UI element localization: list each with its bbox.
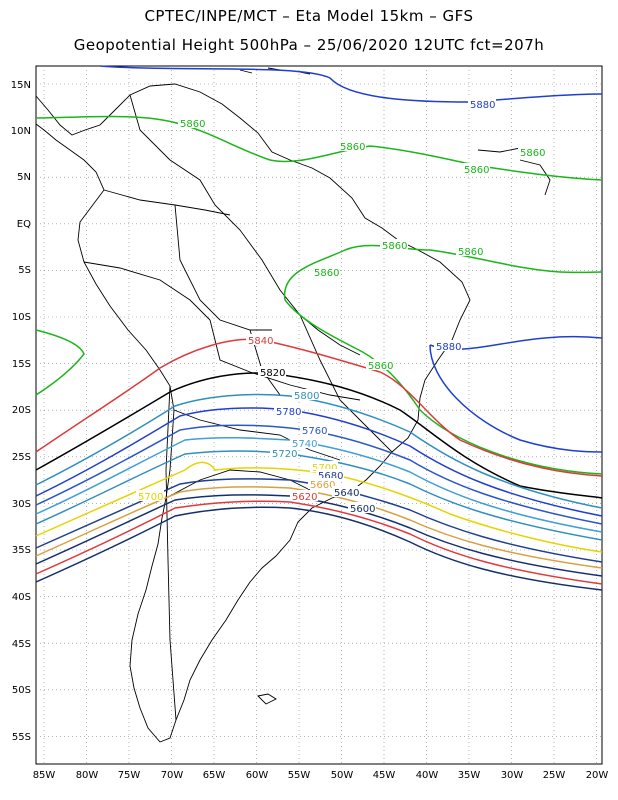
- contour-label-5640: 5640: [334, 488, 359, 499]
- contour-5820: [35, 372, 603, 499]
- contour-5680: [35, 478, 603, 563]
- map-title-line2: Geopotential Height 500hPa – 25/06/2020 …: [73, 36, 545, 54]
- contour-5860-east: [284, 244, 603, 301]
- contour-label-5800: 5800: [294, 391, 319, 402]
- south-america-coast: [35, 83, 471, 743]
- lat-label: 35S: [12, 545, 31, 556]
- contour-label-5820: 5820: [260, 368, 285, 379]
- contour-label-5860: 5860: [382, 241, 407, 252]
- contour-label-5620: 5620: [292, 492, 317, 503]
- contour-5600: [35, 506, 603, 591]
- contour-label-5740: 5740: [292, 439, 317, 450]
- lat-label: 10S: [12, 312, 31, 323]
- lon-label: 50W: [331, 770, 354, 781]
- contour-label-5860: 5860: [464, 165, 489, 176]
- contour-value-labels: 5880 5860 5860 5860 5860 5860 5860 5860 …: [136, 98, 546, 515]
- contour-label-5860: 5860: [340, 142, 365, 153]
- lon-label: 45W: [373, 770, 396, 781]
- lat-label: 5S: [18, 265, 31, 276]
- lat-label: 50S: [12, 685, 31, 696]
- lon-label: 25W: [543, 770, 566, 781]
- contour-label-5700: 5700: [312, 463, 337, 474]
- lat-label: 5N: [17, 172, 31, 183]
- lat-label: 55S: [12, 732, 31, 743]
- contour-label-5860: 5860: [180, 119, 205, 130]
- longitude-labels: 85W 80W 75W 70W 65W 60W 55W 50W 45W 40W …: [33, 770, 609, 781]
- contour-5860-north: [35, 115, 603, 181]
- contour-label-5860: 5860: [458, 247, 483, 258]
- lon-label: 30W: [501, 770, 524, 781]
- lat-label: 30S: [12, 499, 31, 510]
- lon-label: 85W: [33, 770, 56, 781]
- lat-label: EQ: [17, 219, 31, 230]
- contour-5620: [35, 500, 603, 585]
- lon-label: 80W: [76, 770, 99, 781]
- contour-label-5780: 5780: [276, 407, 301, 418]
- contour-label-5680: 5680: [318, 471, 343, 482]
- lon-label: 70W: [161, 770, 184, 781]
- contour-5700: [35, 461, 603, 553]
- lon-label: 20W: [586, 770, 609, 781]
- contour-label-5660: 5660: [310, 480, 335, 491]
- contour-5860-west: [35, 329, 85, 396]
- contour-label-5840: 5840: [248, 336, 273, 347]
- contour-label-5860: 5860: [368, 361, 393, 372]
- latitude-labels: 15N 10N 5N EQ 5S 10S 15S 20S 25S 30S 35S…: [11, 80, 31, 743]
- grid-lines: [36, 66, 602, 764]
- lat-label: 15N: [11, 80, 31, 91]
- lon-label: 65W: [203, 770, 226, 781]
- contour-5840: [35, 338, 603, 477]
- lat-label: 45S: [12, 639, 31, 650]
- lon-label: 55W: [288, 770, 311, 781]
- contour-label-5700: 5700: [138, 492, 163, 503]
- lat-label: 20S: [12, 405, 31, 416]
- contour-label-5600: 5600: [350, 504, 375, 515]
- contour-label-5760: 5760: [302, 426, 327, 437]
- lat-label: 25S: [12, 452, 31, 463]
- contour-label-5720: 5720: [272, 449, 297, 460]
- contour-label-5860: 5860: [520, 148, 545, 159]
- contour-label-5880: 5880: [470, 100, 495, 111]
- falkland-islands: [257, 693, 277, 705]
- lat-label: 10N: [11, 126, 31, 137]
- lon-label: 35W: [458, 770, 481, 781]
- lon-label: 60W: [246, 770, 269, 781]
- lon-label: 40W: [416, 770, 439, 781]
- map-title-line1: CPTEC/INPE/MCT – Eta Model 15km – GFS: [144, 7, 474, 25]
- lat-label: 40S: [12, 592, 31, 603]
- lat-label: 15S: [12, 359, 31, 370]
- contour-label-5880: 5880: [436, 342, 461, 353]
- lon-label: 75W: [118, 770, 141, 781]
- contour-5880-north: [99, 65, 603, 103]
- contour-5660: [35, 486, 603, 569]
- contour-label-5860: 5860: [314, 268, 339, 279]
- contour-5760: [35, 424, 603, 525]
